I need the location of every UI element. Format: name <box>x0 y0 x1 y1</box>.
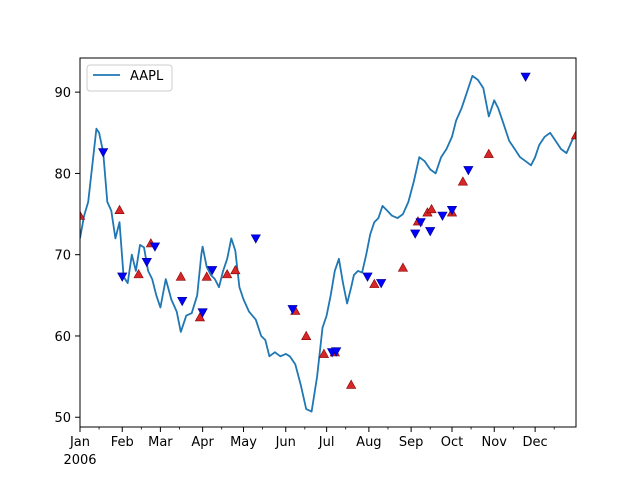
plot-content <box>80 72 576 413</box>
down-marker <box>415 218 426 228</box>
x-tick-label: Dec <box>523 435 548 450</box>
x-tick-year-label: 2006 <box>63 453 96 468</box>
legend: AAPL <box>86 64 173 92</box>
up-marker <box>483 148 494 158</box>
y-tick-label: 50 <box>54 411 71 426</box>
up-marker <box>397 262 409 272</box>
down-marker <box>437 211 448 221</box>
down-marker <box>207 266 218 276</box>
series-line-aapl <box>80 75 576 413</box>
down-marker <box>425 227 436 237</box>
down-marker <box>177 297 188 307</box>
x-tick-label: Aug <box>356 435 381 450</box>
up-marker <box>80 210 86 220</box>
x-tick-label: Nov <box>482 435 508 450</box>
down-marker <box>287 305 298 315</box>
y-tick-label: 70 <box>54 249 71 264</box>
legend-box <box>86 64 173 92</box>
y-tick-label: 90 <box>54 86 71 101</box>
up-marker <box>318 348 330 358</box>
up-marker <box>346 379 357 389</box>
down-marker <box>410 229 421 239</box>
down-marker <box>331 347 342 357</box>
y-axis: 50 60 70 80 90 <box>54 86 80 426</box>
up-marker <box>201 271 212 281</box>
up-marker <box>175 271 186 281</box>
up-marker <box>457 176 469 186</box>
x-tick-label: Jul <box>318 435 335 450</box>
axes-frame <box>79 57 577 428</box>
up-marker <box>570 129 576 140</box>
x-tick-label: May <box>230 435 257 450</box>
down-marker <box>250 234 261 244</box>
down-marker <box>362 272 373 282</box>
up-marker <box>114 204 125 214</box>
y-tick-label: 60 <box>54 330 71 345</box>
x-tick-label: Sep <box>399 435 424 450</box>
x-tick-label: Jan <box>69 435 90 450</box>
up-marker <box>426 203 437 214</box>
down-marker <box>149 242 161 252</box>
down-marker <box>463 166 474 176</box>
down-marker <box>446 206 458 216</box>
x-tick-label: Feb <box>111 435 134 450</box>
x-axis: Jan Feb Mar Apr May Jun Jul Aug Sep Oct Nov Dec 2006 <box>63 427 555 468</box>
down-marker <box>197 308 208 318</box>
up-marker <box>133 268 144 279</box>
x-tick-label: Oct <box>441 435 463 450</box>
legend-label: AAPL <box>130 69 164 84</box>
down-marker <box>376 279 387 289</box>
x-tick-label: Apr <box>191 435 214 450</box>
up-marker <box>222 268 233 279</box>
up-marker <box>369 278 380 288</box>
x-tick-label: Jun <box>275 435 296 450</box>
down-marker <box>117 272 128 282</box>
down-marker <box>98 148 109 158</box>
down-marker <box>141 258 152 268</box>
y-tick-label: 80 <box>54 167 71 182</box>
x-tick-label: Mar <box>148 435 173 450</box>
up-marker <box>230 264 241 275</box>
up-marker <box>301 330 312 340</box>
down-marker <box>520 72 531 82</box>
